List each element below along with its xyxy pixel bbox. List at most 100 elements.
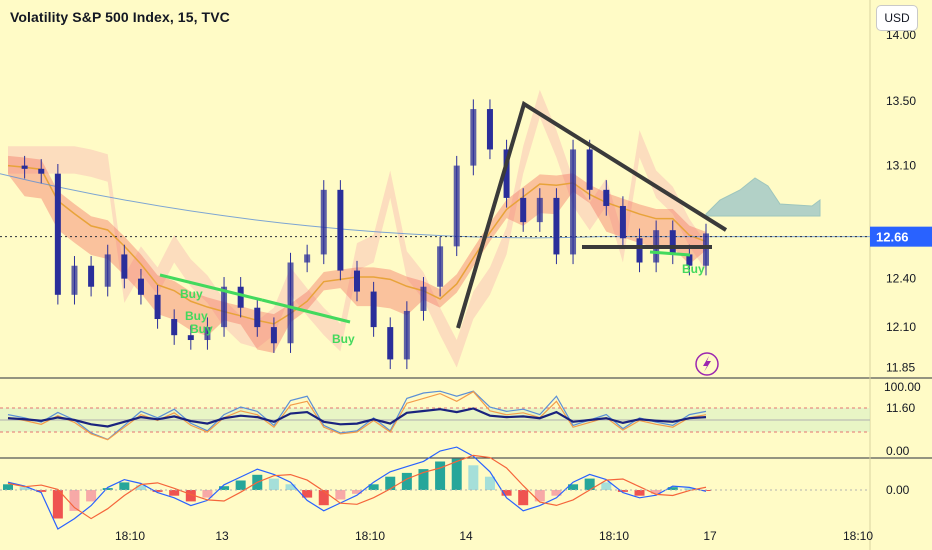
candle-body bbox=[38, 168, 45, 174]
candle-body bbox=[104, 254, 111, 287]
ma-ribbon bbox=[8, 155, 706, 353]
histogram-bar bbox=[368, 484, 379, 490]
histogram-bar bbox=[418, 469, 429, 490]
histogram-bar bbox=[19, 487, 30, 490]
histogram-bar bbox=[86, 490, 97, 502]
histogram-bar bbox=[617, 490, 628, 492]
oscillator-main-line bbox=[7, 407, 707, 428]
candle-body bbox=[121, 254, 128, 279]
x-tick-label: 18:10 bbox=[115, 529, 145, 543]
candle-body bbox=[204, 327, 211, 341]
candle-body bbox=[636, 238, 643, 263]
buy-trendline bbox=[649, 250, 691, 257]
histogram-bar bbox=[202, 490, 213, 498]
candle-body bbox=[619, 205, 626, 239]
candle-body bbox=[553, 197, 560, 255]
histogram-bar bbox=[285, 484, 296, 490]
x-tick-label: 18:10 bbox=[355, 529, 385, 543]
y-tick-label: 12.40 bbox=[886, 272, 916, 286]
y-tick-label: 11.85 bbox=[886, 360, 915, 374]
candle-body bbox=[270, 327, 277, 344]
candle-body bbox=[570, 149, 577, 255]
histogram-bar bbox=[352, 490, 362, 494]
candle-body bbox=[669, 230, 676, 255]
candle-body bbox=[403, 310, 410, 360]
candle-body bbox=[603, 189, 610, 206]
candle-body bbox=[337, 189, 344, 271]
histogram-bar bbox=[219, 486, 230, 490]
x-tick-label: 13 bbox=[215, 529, 229, 543]
histogram-bar bbox=[534, 490, 545, 502]
histogram-bar bbox=[551, 490, 562, 496]
histogram-bar bbox=[601, 482, 612, 490]
histogram-bar bbox=[468, 465, 479, 490]
histogram-bar bbox=[318, 490, 329, 506]
histogram-bar bbox=[119, 482, 130, 490]
histogram-bar bbox=[401, 472, 412, 490]
histogram-bar bbox=[435, 461, 446, 490]
histogram-bar bbox=[185, 490, 196, 502]
histogram-bar bbox=[584, 478, 595, 490]
buy-label: Buy bbox=[332, 332, 355, 346]
buy-label: Buy bbox=[190, 322, 213, 336]
currency-button[interactable]: USD bbox=[876, 5, 918, 31]
histogram-bar bbox=[235, 480, 246, 490]
x-tick-label: 14 bbox=[459, 529, 473, 543]
long-ma-line bbox=[0, 173, 870, 239]
candle-body bbox=[420, 286, 427, 311]
buy-label: Buy bbox=[682, 262, 705, 276]
y-tick-label: 13.10 bbox=[886, 159, 916, 173]
histogram-bar bbox=[451, 458, 462, 490]
candle-body bbox=[503, 149, 510, 198]
candle-body bbox=[71, 265, 78, 295]
candle-body bbox=[686, 254, 693, 266]
buy-trendline bbox=[261, 298, 351, 324]
candle-body bbox=[387, 327, 394, 360]
histogram-bar bbox=[518, 490, 529, 506]
oscillator-y-label: 0.00 bbox=[886, 444, 910, 458]
candle-body bbox=[586, 149, 593, 190]
current-price-label: 12.66 bbox=[876, 230, 909, 245]
candle-body bbox=[486, 109, 493, 150]
buy-trendline bbox=[159, 273, 263, 302]
histogram-bar bbox=[651, 490, 662, 494]
candle-body bbox=[21, 165, 28, 169]
oscillator-slow-line bbox=[7, 390, 707, 441]
candle-body bbox=[254, 307, 261, 328]
histogram-bar bbox=[102, 488, 113, 490]
candle-body bbox=[536, 197, 543, 223]
candle-body bbox=[370, 291, 377, 328]
histogram-bar bbox=[568, 484, 579, 490]
candle-body bbox=[703, 233, 709, 266]
candle-body bbox=[287, 262, 294, 344]
buy-label: Buy bbox=[180, 287, 203, 301]
histogram-bar bbox=[152, 490, 163, 492]
candle-body bbox=[237, 286, 244, 308]
oscillator-y-label: 100.00 bbox=[884, 380, 921, 394]
candle-body bbox=[54, 173, 61, 295]
histogram-bar bbox=[335, 490, 346, 500]
y-tick-label: 14.00 bbox=[886, 28, 916, 42]
y-tick-label: 12.10 bbox=[886, 320, 916, 334]
histogram-bar bbox=[501, 490, 512, 496]
candle-body bbox=[304, 254, 311, 263]
candle-body bbox=[171, 319, 178, 336]
candle-body bbox=[154, 294, 161, 320]
candle-body bbox=[437, 246, 444, 287]
buy-label: Buy bbox=[185, 309, 208, 323]
candle-body bbox=[137, 278, 144, 295]
histogram-bar bbox=[385, 476, 396, 490]
macd-line bbox=[7, 446, 707, 530]
projected-cloud bbox=[705, 177, 821, 217]
x-tick-label: 18:10 bbox=[599, 529, 629, 543]
signal-line bbox=[7, 454, 707, 520]
candle-body bbox=[470, 109, 477, 166]
histogram-bar bbox=[667, 487, 678, 490]
lightning-bolt-icon bbox=[703, 356, 711, 372]
histogram-bar bbox=[484, 476, 495, 490]
candles-group bbox=[21, 99, 709, 370]
histogram-bar bbox=[36, 490, 47, 492]
candle-body bbox=[320, 189, 327, 255]
